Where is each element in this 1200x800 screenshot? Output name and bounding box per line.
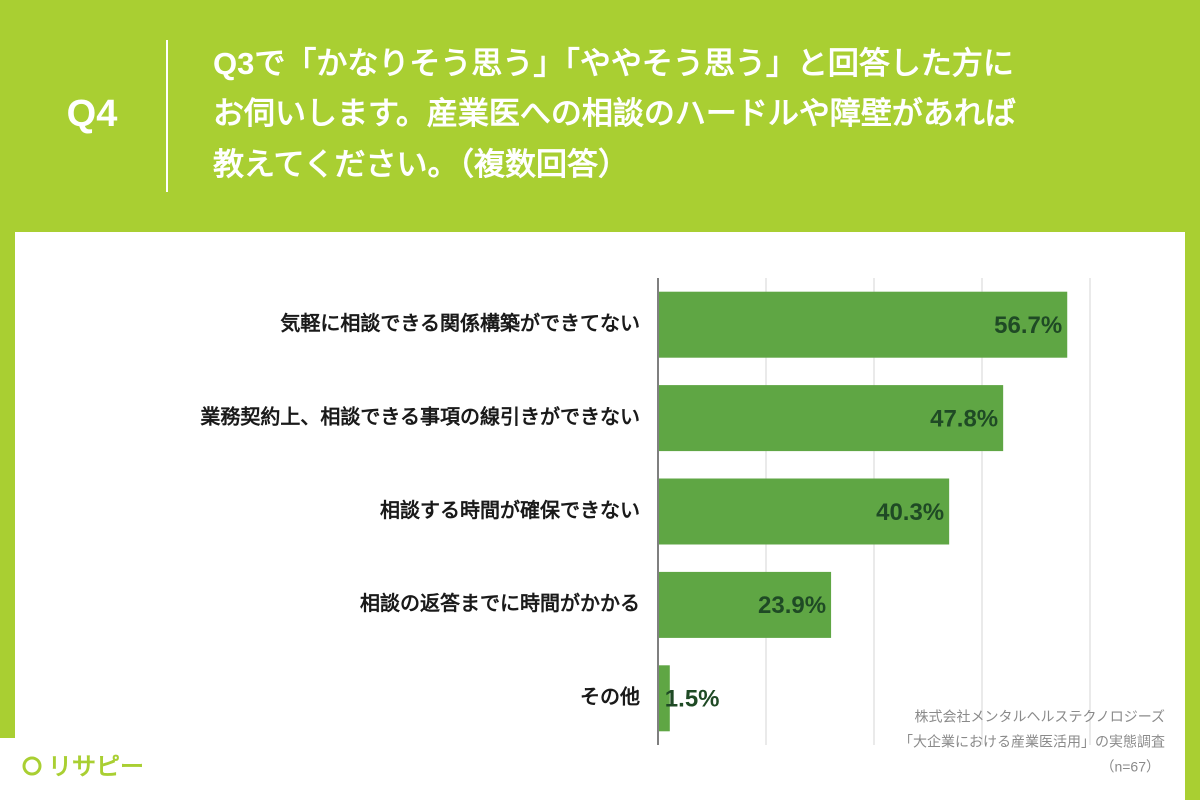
logo-tab: [0, 738, 170, 800]
chart-title: Q3で「かなりそう思う」「ややそう思う」と回答した方に: [213, 46, 1014, 81]
bar: [659, 291, 1068, 358]
value-label: 56.7%: [994, 312, 1062, 339]
bar: [659, 665, 670, 732]
category-label: その他: [580, 685, 640, 709]
question-label: Q4: [67, 93, 118, 135]
chart-title: お伺いします。産業医への相談のハードルや障壁があれば: [213, 96, 1016, 131]
value-label: 23.9%: [758, 592, 826, 619]
source: 株式会社メンタルヘルステクノロジーズ: [915, 709, 1165, 725]
bar: [659, 385, 1004, 452]
category-label: 気軽に相談できる関係構築ができてない: [280, 311, 640, 335]
logo-icon: [22, 756, 42, 776]
value-label: 40.3%: [876, 499, 944, 526]
source: （n=67）: [1100, 759, 1160, 775]
logo: リサピー: [48, 753, 144, 780]
category-label: 相談する時間が確保できない: [380, 498, 640, 522]
bar: [659, 478, 950, 545]
category-label: 相談の返答までに時間がかかる: [360, 591, 640, 615]
value-label: 47.8%: [930, 405, 998, 432]
category-label: 業務契約上、相談できる事項の線引きができない: [200, 404, 640, 428]
chart-title: 教えてください。（複数回答）: [213, 147, 629, 182]
source: 「大企業における産業医活用」の実態調査: [899, 734, 1165, 750]
bar: [659, 571, 832, 638]
value-label: 1.5%: [665, 686, 720, 713]
